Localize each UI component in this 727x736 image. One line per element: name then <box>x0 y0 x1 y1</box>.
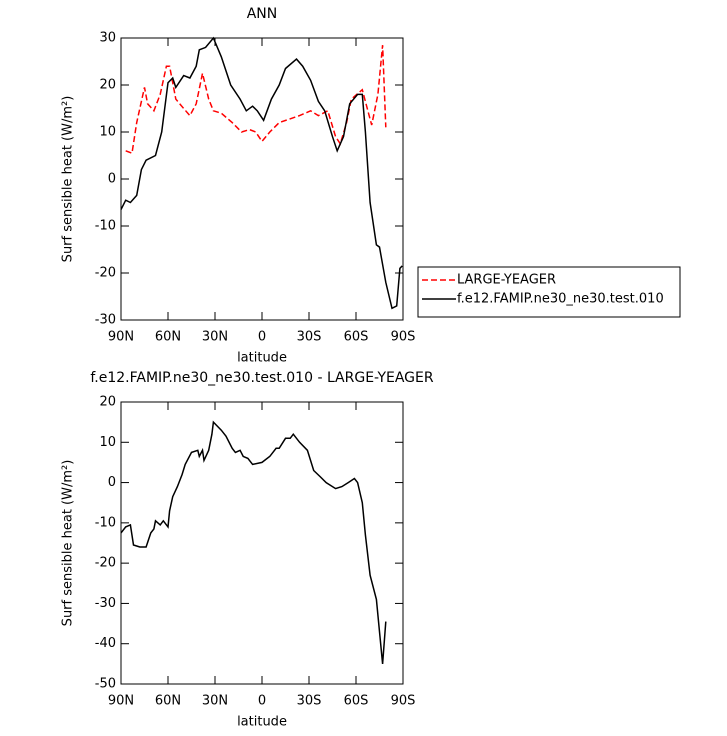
x-axis-label: latitude <box>237 715 287 730</box>
x-tick-label: 60N <box>155 330 181 345</box>
x-tick-label: 60N <box>155 694 181 709</box>
y-tick-label: 10 <box>99 435 116 450</box>
x-tick-label: 0 <box>258 694 266 709</box>
y-tick-label: -20 <box>95 556 116 571</box>
y-tick-label: -50 <box>95 677 116 692</box>
legend-label: LARGE-YEAGER <box>457 273 556 288</box>
x-tick-label: 90N <box>108 330 134 345</box>
y-tick-label: 20 <box>99 395 116 410</box>
x-tick-label: 30S <box>297 694 322 709</box>
y-tick-label: -30 <box>95 313 116 328</box>
x-tick-label: 30N <box>202 694 228 709</box>
x-tick-label: 90N <box>108 694 134 709</box>
y-tick-label: -20 <box>95 266 116 281</box>
y-tick-label: -10 <box>95 219 116 234</box>
y-tick-label: 0 <box>108 475 116 490</box>
y-tick-label: -40 <box>95 636 116 651</box>
y-tick-label: 30 <box>99 31 116 46</box>
chart-title: f.e12.FAMIP.ne30_ne30.test.010 - LARGE-Y… <box>90 370 433 386</box>
y-axis-label: Surf sensible heat (W/m²) <box>61 460 76 627</box>
y-axis-label: Surf sensible heat (W/m²) <box>61 96 76 263</box>
plot-frame <box>120 401 404 685</box>
plot-frame <box>120 37 404 321</box>
x-tick-label: 90S <box>391 330 416 345</box>
x-tick-label: 30S <box>297 330 322 345</box>
data-line <box>120 36 403 310</box>
x-tick-label: 60S <box>344 694 369 709</box>
x-tick-label: 90S <box>391 694 416 709</box>
x-tick-label: 60S <box>344 330 369 345</box>
x-tick-label: 0 <box>258 330 266 345</box>
y-tick-label: 20 <box>99 78 116 93</box>
y-tick-label: -10 <box>95 515 116 530</box>
data-line <box>120 420 387 664</box>
x-tick-label: 30N <box>202 330 228 345</box>
legend-box <box>417 266 681 318</box>
y-tick-label: -30 <box>95 596 116 611</box>
y-tick-label: 0 <box>108 172 116 187</box>
chart-title: ANN <box>247 6 278 22</box>
data-line <box>125 45 387 155</box>
y-tick-label: 10 <box>99 125 116 140</box>
x-axis-label: latitude <box>237 351 287 366</box>
legend-label: f.e12.FAMIP.ne30_ne30.test.010 <box>457 292 664 307</box>
